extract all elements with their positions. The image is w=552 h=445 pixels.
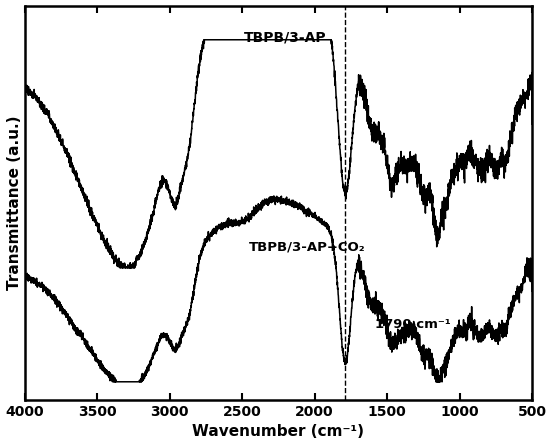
Text: 1790 cm⁻¹: 1790 cm⁻¹ — [375, 318, 451, 331]
Text: TBPB/3-AP+CO₂: TBPB/3-AP+CO₂ — [249, 240, 365, 253]
Text: TBPB/3-AP: TBPB/3-AP — [245, 30, 327, 44]
Y-axis label: Transmittance (a.u.): Transmittance (a.u.) — [7, 116, 22, 290]
X-axis label: Wavenumber (cm⁻¹): Wavenumber (cm⁻¹) — [193, 425, 364, 440]
